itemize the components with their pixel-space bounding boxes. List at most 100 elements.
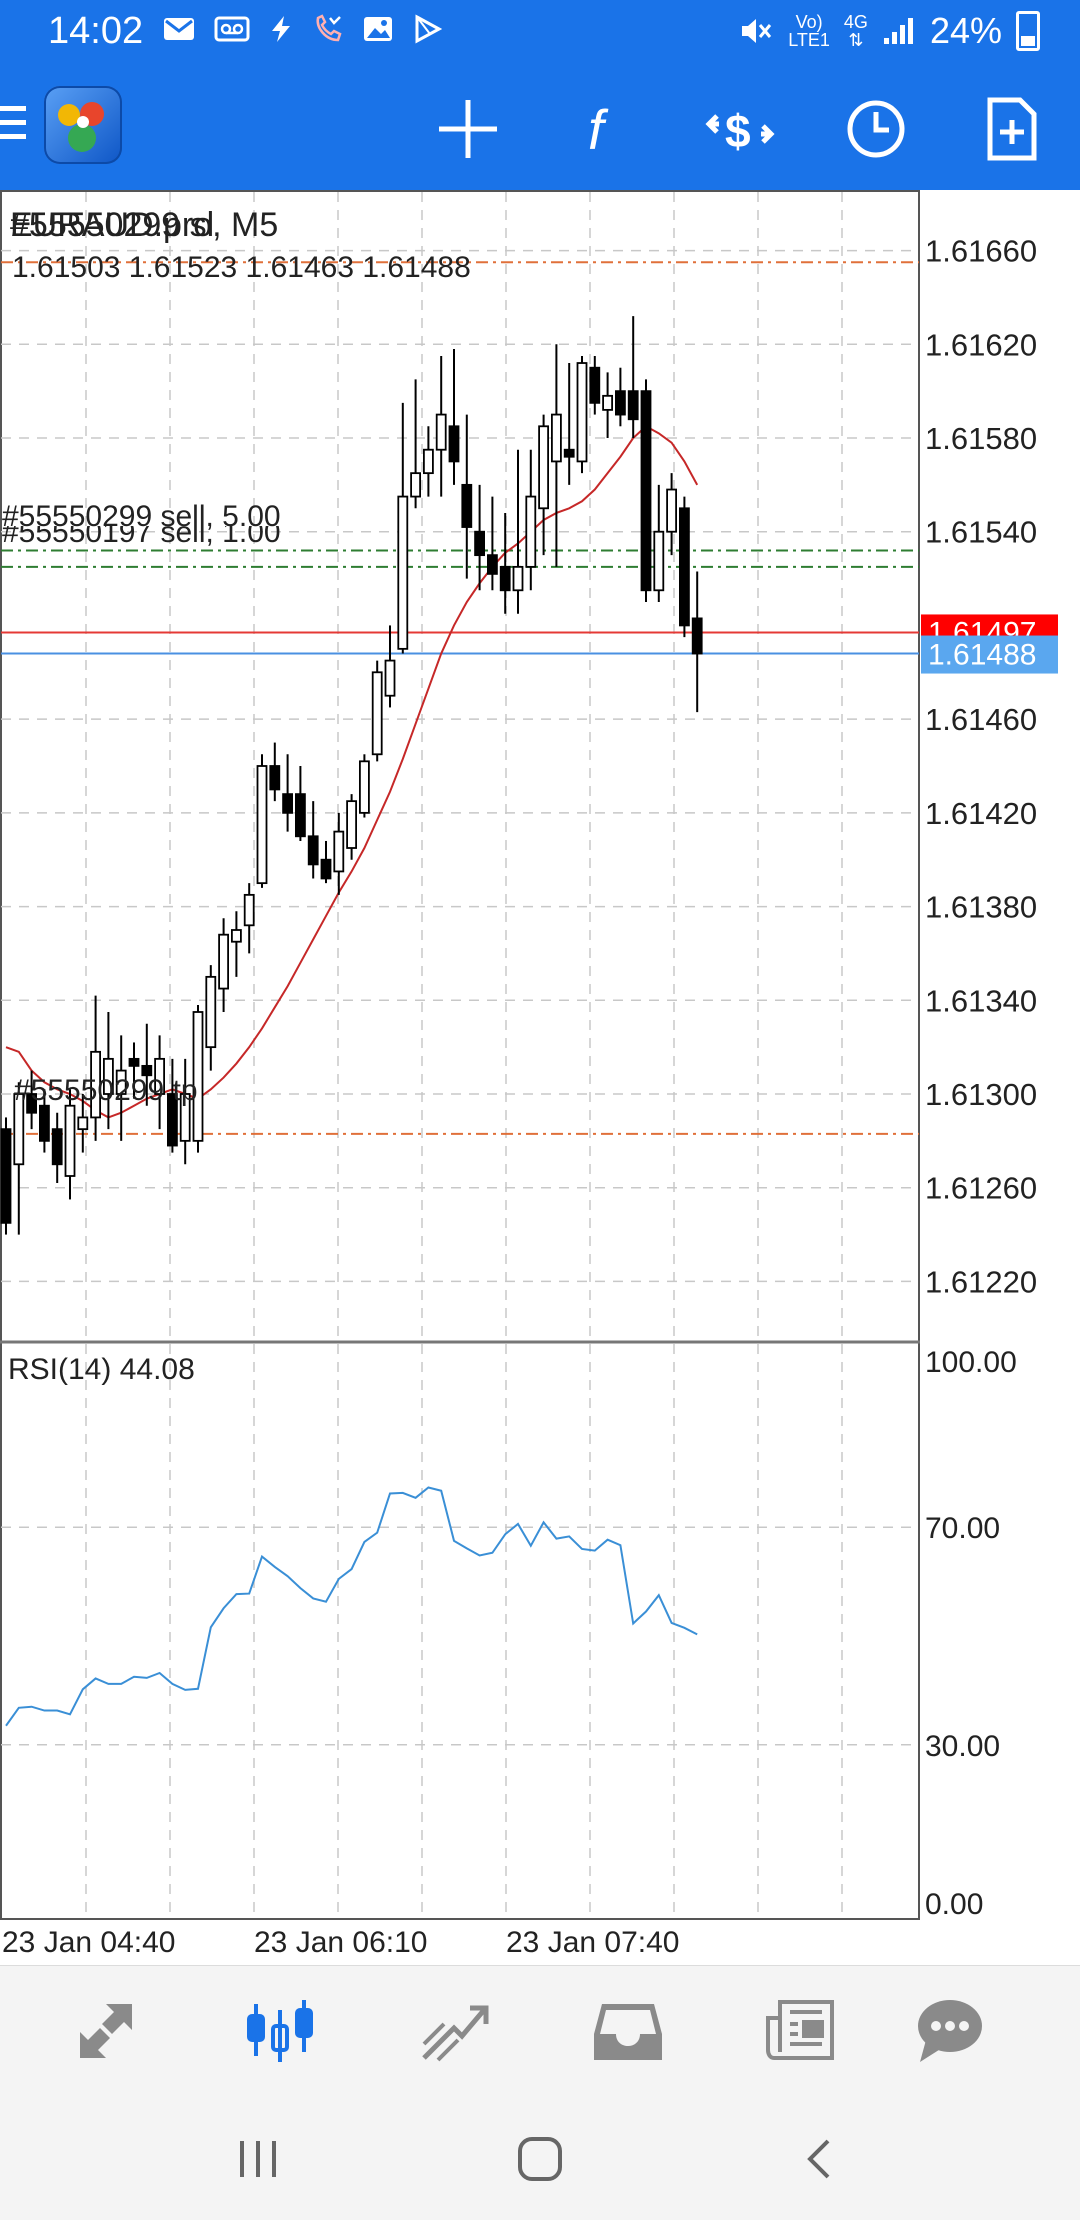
battery-percent: 24%	[929, 10, 1002, 51]
candle-body	[230, 929, 242, 943]
voicemail-icon	[214, 16, 250, 42]
candle-body	[205, 975, 217, 1049]
candle	[294, 766, 306, 841]
ohlc-values: 1.61503 1.61523 1.61463 1.61488	[12, 251, 471, 284]
candle	[499, 512, 511, 614]
network-type: Vo) LTE1	[788, 12, 830, 50]
candle	[179, 1058, 191, 1165]
signal-icon	[883, 18, 913, 44]
take-profit-label[interactable]: #55550299 tp	[14, 1074, 198, 1107]
rsi-tick-label: 70.00	[925, 1512, 1000, 1545]
messages-tab[interactable]	[910, 1996, 990, 2066]
candle	[627, 316, 639, 438]
history-tab[interactable]	[588, 1996, 668, 2066]
price-tick-label: 1.61420	[925, 796, 1037, 831]
candle-body	[320, 858, 332, 880]
mute-icon	[742, 19, 772, 43]
candle-body	[576, 362, 588, 463]
inbox-icon	[594, 2004, 662, 2060]
candle	[154, 1035, 166, 1130]
candle-body	[691, 617, 703, 655]
candle-body	[640, 390, 652, 592]
candle-body	[627, 390, 639, 421]
candle	[230, 911, 242, 977]
candle-body	[282, 793, 294, 814]
candle	[0, 1117, 12, 1235]
candle-body	[13, 1093, 25, 1166]
candle	[653, 484, 665, 602]
price-tick-label: 1.61220	[925, 1264, 1037, 1299]
chart-symbol: EURAUD.pro, M5	[10, 206, 278, 244]
candle-body	[499, 565, 511, 592]
candle-body	[141, 1064, 153, 1077]
indicators-icon[interactable]: f	[570, 94, 640, 164]
data-indicator: 4G ⇅	[843, 12, 868, 50]
rsi-label: RSI(14) 44.08	[8, 1353, 195, 1386]
home-icon[interactable]	[510, 2129, 570, 2189]
candle-body	[179, 1093, 191, 1142]
new-order-icon[interactable]	[976, 94, 1046, 164]
time-label-0610: 23 Jan 06:10	[254, 1926, 427, 1959]
trade-tab[interactable]	[414, 1996, 494, 2066]
crosshair-icon[interactable]	[433, 94, 503, 164]
time-label-0440: 23 Jan 04:40	[2, 1926, 175, 1959]
candle	[141, 1023, 153, 1106]
candle	[461, 414, 473, 579]
candle-body	[384, 659, 396, 697]
candle	[103, 1012, 114, 1130]
rsi-tick-label: 30.00	[925, 1730, 1000, 1763]
rsi-indicator	[5, 1486, 698, 1727]
trade-icon[interactable]: $	[705, 94, 775, 164]
metatrader-logo[interactable]	[44, 86, 122, 164]
candle-body	[103, 1057, 114, 1095]
candle	[26, 1070, 38, 1130]
price-tick-label: 1.61260	[925, 1171, 1037, 1206]
period-icon[interactable]	[841, 94, 911, 164]
candle	[525, 449, 537, 591]
candle	[128, 1042, 140, 1099]
candle	[192, 1004, 204, 1153]
gmail-icon	[164, 18, 194, 40]
candle	[256, 754, 268, 888]
candle	[589, 356, 601, 415]
rsi-line	[5, 1486, 698, 1727]
candle-body	[77, 1116, 89, 1131]
recents-icon[interactable]	[228, 2129, 288, 2189]
candle-body	[346, 800, 358, 849]
candle	[679, 496, 690, 638]
candle-body	[486, 554, 498, 575]
candle	[39, 1089, 50, 1153]
chart-canvas[interactable]: 1.61660 1.61620 1.61580 1.61540 1.61460 1.614…	[0, 190, 1080, 1965]
svg-text:$: $	[725, 105, 751, 157]
time-label-0740: 23 Jan 07:40	[506, 1926, 679, 1959]
candle	[397, 402, 409, 654]
candle-body	[448, 425, 460, 463]
chat-icon	[918, 2000, 982, 2062]
system-navigation	[0, 2093, 1080, 2220]
candle-body	[39, 1104, 50, 1142]
quotes-tab[interactable]	[66, 1996, 146, 2066]
candle	[666, 473, 677, 556]
back-icon[interactable]	[790, 2129, 850, 2189]
candle-body	[410, 472, 422, 498]
order-label-sell-1[interactable]: #55550197 sell, 1.00	[2, 516, 281, 549]
candle	[166, 1058, 178, 1153]
menu-button[interactable]	[0, 106, 28, 142]
candle-body	[115, 1069, 127, 1095]
price-tick-label: 1.61460	[925, 702, 1037, 737]
candle	[13, 1082, 25, 1235]
candle	[51, 1112, 63, 1184]
candle	[269, 742, 281, 802]
chart-tab[interactable]	[240, 1996, 320, 2066]
chart-area[interactable]: 1.61660 1.61620 1.61580 1.61540 1.61460 1.614…	[0, 190, 1080, 1965]
candle-body	[269, 765, 281, 791]
order-label-sell-5[interactable]: #55550299 sell, 5.00	[2, 500, 281, 533]
candle	[538, 414, 549, 556]
news-tab[interactable]	[762, 1996, 842, 2066]
candle	[551, 344, 562, 567]
price-tick-label: 1.61300	[925, 1077, 1037, 1112]
status-bar: 14:02 Vo) LTE1 4G ⇅ 24%	[0, 0, 1080, 64]
candle	[282, 754, 294, 832]
candle-body	[512, 565, 524, 592]
candle-body	[64, 1104, 76, 1177]
